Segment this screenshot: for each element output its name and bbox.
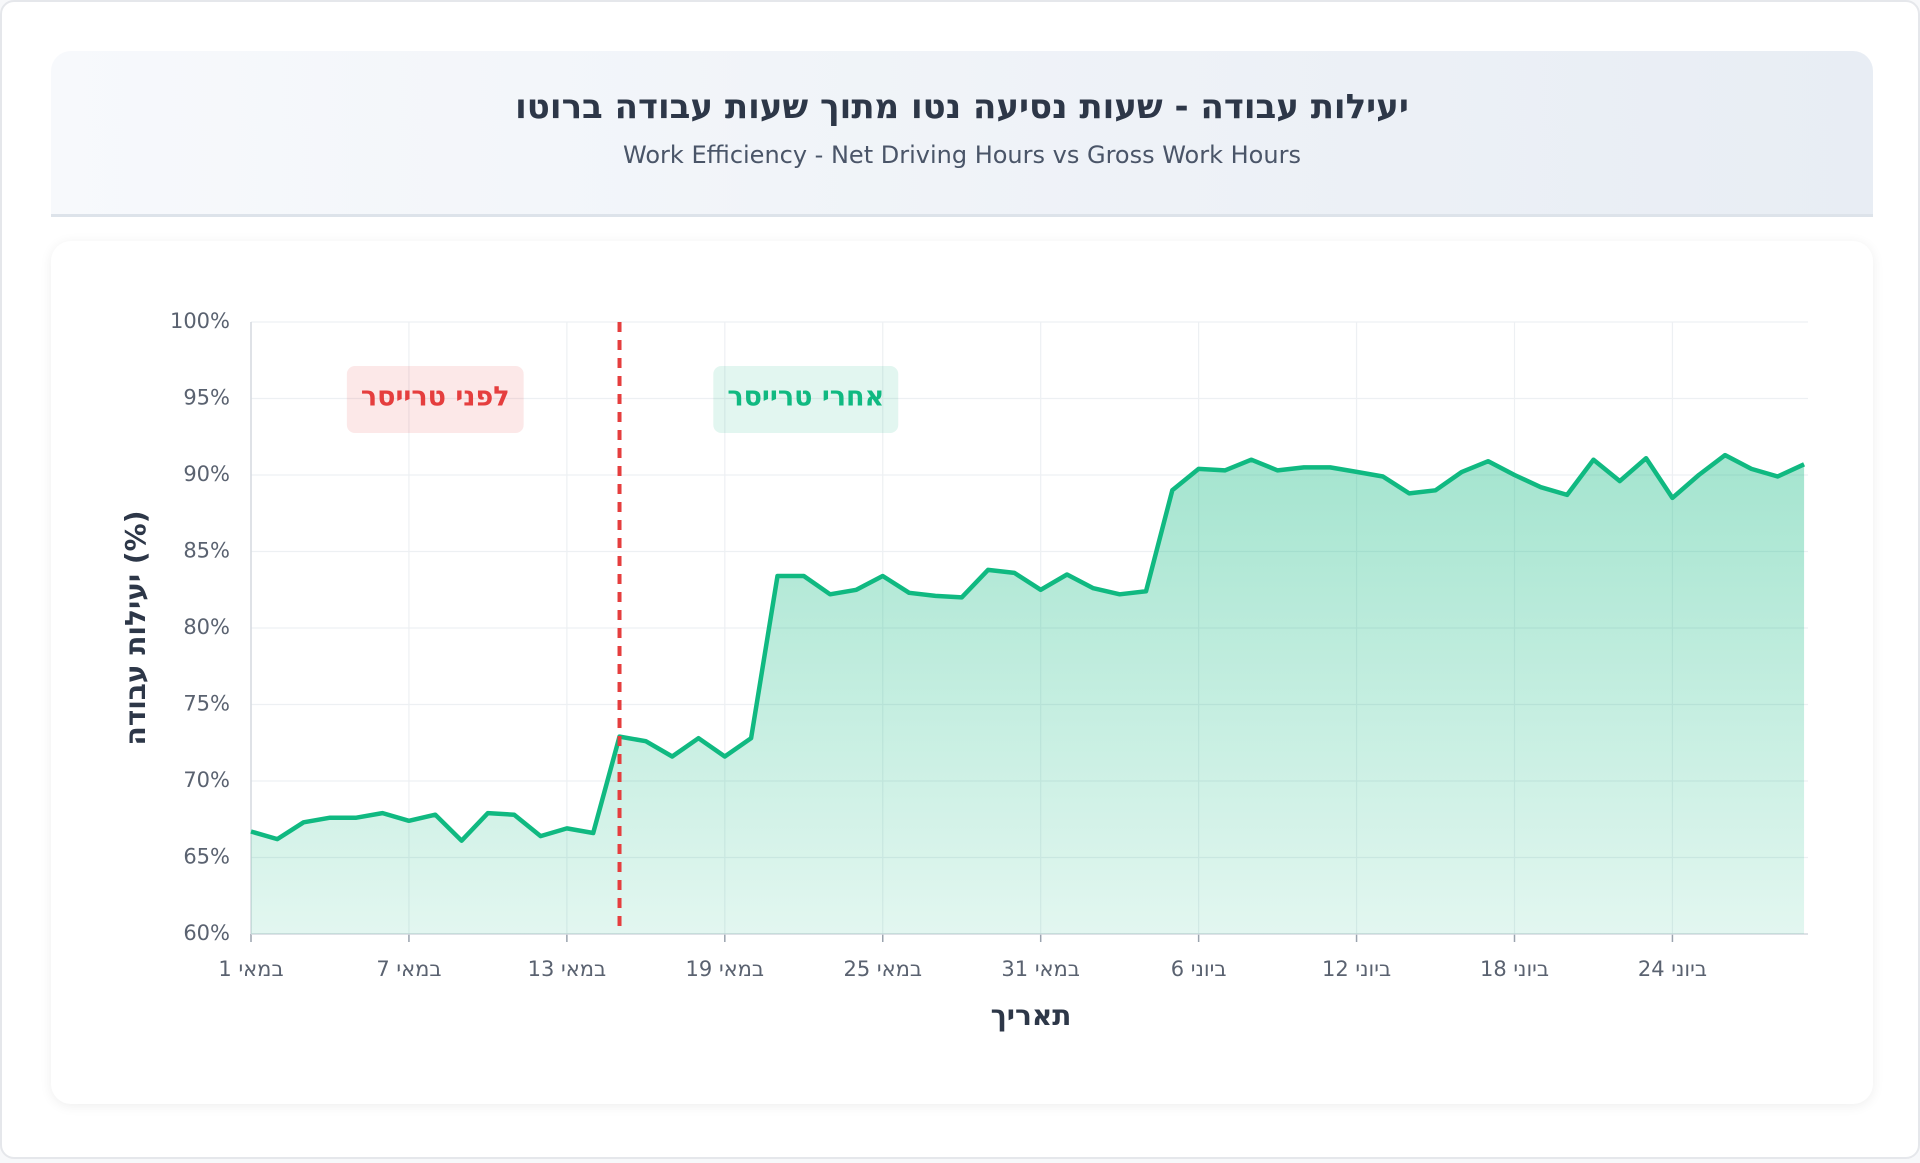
x-tick-label: 24 ביוני [1638, 957, 1707, 981]
y-tick-label: 60% [183, 921, 230, 945]
y-axis-title: יעילות עבודה (%) [119, 510, 152, 745]
x-tick-label: 25 במאי [843, 957, 922, 981]
line [250, 452, 1806, 843]
y-tick-label: 65% [183, 845, 230, 869]
area-fill [251, 455, 1805, 934]
annotation: אחרי טרייסר [727, 382, 884, 413]
annotation: לפני טרייסר [361, 382, 510, 413]
x-tick-label: 1 במאי [218, 957, 283, 981]
header: יעילות עבודה - שעות נסיעה נטו מתוך שעות … [51, 51, 1873, 217]
x-axis-title: תאריך [991, 999, 1072, 1032]
annotation-box [713, 366, 899, 433]
y-tick-label: 95% [183, 386, 230, 410]
x-tick-label: 19 במאי [686, 957, 765, 981]
chart-title: יעילות עבודה - שעות נסיעה נטו מתוך שעות … [515, 87, 1409, 127]
x-tick-label: 6 ביוני [1171, 957, 1227, 981]
x-tick-label: 12 ביוני [1322, 957, 1391, 981]
x-tick-label: 18 ביוני [1480, 957, 1549, 981]
y-tick-label: 85% [183, 539, 230, 563]
x-tick-label: 13 במאי [528, 957, 607, 981]
y-tick-label: 90% [183, 462, 230, 486]
y-tick-label: 80% [183, 615, 230, 639]
y-tick-label: 70% [183, 768, 230, 792]
y-tick-label: 75% [183, 692, 230, 716]
chart-subtitle: Work Efficiency - Net Driving Hours vs G… [623, 141, 1301, 169]
x-tick-label: 31 במאי [1001, 957, 1080, 981]
y-tick-label: 100% [170, 309, 230, 333]
annotation-box [346, 366, 524, 433]
x-tick-label: 7 במאי [376, 957, 441, 981]
